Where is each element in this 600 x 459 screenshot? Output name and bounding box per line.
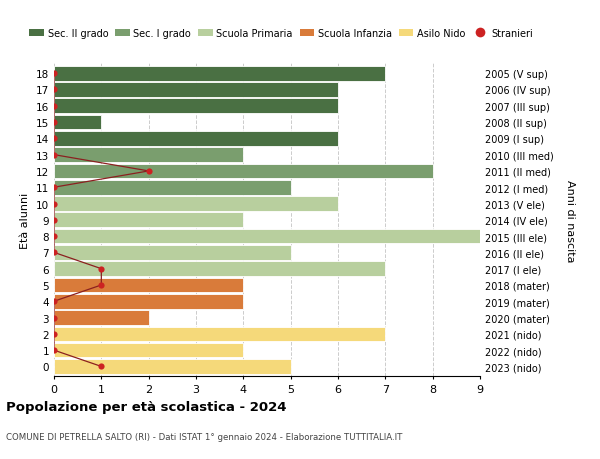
Bar	[54, 327, 385, 341]
Point	[97, 363, 106, 370]
Point	[49, 249, 59, 257]
Y-axis label: Anni di nascita: Anni di nascita	[565, 179, 575, 262]
Y-axis label: Età alunni: Età alunni	[20, 192, 31, 248]
Bar	[54, 83, 338, 98]
Bar	[54, 262, 385, 276]
Bar	[54, 180, 290, 195]
Point	[144, 168, 154, 175]
Bar	[54, 132, 338, 146]
Bar	[54, 213, 244, 228]
Bar	[54, 359, 290, 374]
Text: COMUNE DI PETRELLA SALTO (RI) - Dati ISTAT 1° gennaio 2024 - Elaborazione TUTTIT: COMUNE DI PETRELLA SALTO (RI) - Dati IST…	[6, 431, 403, 441]
Legend: Sec. II grado, Sec. I grado, Scuola Primaria, Scuola Infanzia, Asilo Nido, Stran: Sec. II grado, Sec. I grado, Scuola Prim…	[29, 28, 533, 39]
Bar	[54, 197, 338, 212]
Point	[97, 282, 106, 289]
Point	[49, 201, 59, 208]
Point	[49, 314, 59, 321]
Point	[49, 70, 59, 78]
Point	[49, 347, 59, 354]
Bar	[54, 116, 101, 130]
Bar	[54, 229, 480, 244]
Point	[49, 298, 59, 305]
Bar	[54, 278, 244, 293]
Text: Popolazione per età scolastica - 2024: Popolazione per età scolastica - 2024	[6, 400, 287, 413]
Bar	[54, 311, 149, 325]
Bar	[54, 67, 385, 81]
Bar	[54, 164, 433, 179]
Bar	[54, 148, 244, 162]
Bar	[54, 246, 290, 260]
Point	[49, 87, 59, 94]
Point	[49, 103, 59, 110]
Point	[49, 217, 59, 224]
Point	[49, 233, 59, 240]
Point	[49, 330, 59, 338]
Point	[49, 119, 59, 126]
Bar	[54, 343, 244, 358]
Point	[49, 184, 59, 191]
Point	[49, 151, 59, 159]
Bar	[54, 99, 338, 114]
Point	[49, 135, 59, 143]
Bar	[54, 294, 244, 309]
Point	[97, 265, 106, 273]
